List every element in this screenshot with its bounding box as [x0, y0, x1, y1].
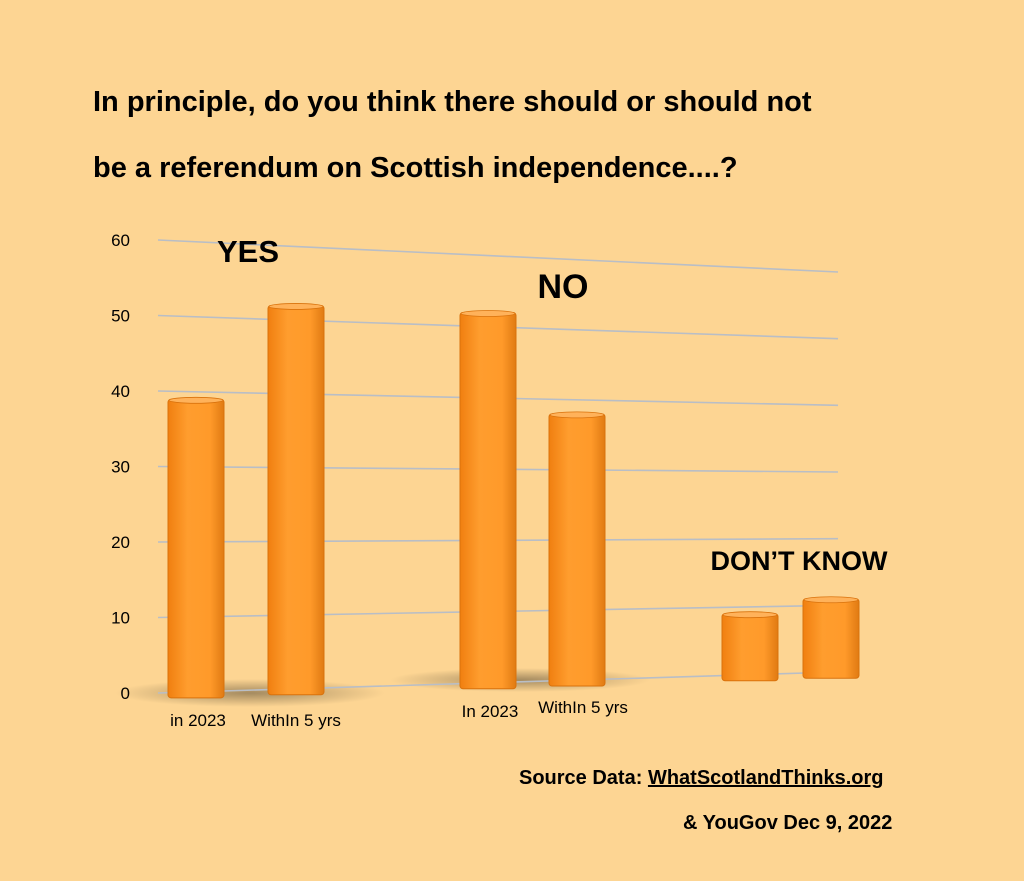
y-tick-0: 0 [121, 684, 130, 703]
bar-don-t-know-1 [721, 613, 779, 682]
x-label-no-2: WithIn 5 yrs [538, 698, 628, 717]
source-link[interactable]: WhatScotlandThinks.org [647, 767, 884, 789]
bar-yes-1 [167, 398, 225, 699]
y-tick-40: 40 [111, 382, 130, 401]
x-label-no-1: In 2023 [462, 702, 519, 721]
y-tick-20: 20 [111, 533, 130, 552]
bar-no-1 [459, 312, 517, 690]
group-label-don-t-know: DON’T KNOW [711, 546, 888, 576]
bar-cap-yes-2 [268, 303, 324, 310]
bar-shadow-2 [390, 668, 650, 692]
bar-cap-no-1 [460, 310, 516, 317]
source-line-1: Source Data: WhatScotlandThinks.org [519, 767, 884, 790]
x-label-yes-2: WithIn 5 yrs [251, 711, 341, 730]
x-label-yes-1: in 2023 [170, 711, 226, 730]
source-line-2: & YouGov Dec 9, 2022 [683, 812, 893, 834]
y-tick-50: 50 [111, 307, 130, 326]
bar-shadow-1 [115, 679, 385, 707]
bar-cap-don-t-know-2 [803, 596, 859, 604]
y-tick-30: 30 [111, 458, 130, 477]
bar-no-2 [548, 413, 606, 687]
bar-cap-yes-1 [168, 396, 224, 404]
chart-title-line-1: In principle, do you think there should … [93, 86, 812, 118]
bar-don-t-know-2 [802, 598, 860, 679]
bar-yes-2 [267, 304, 325, 696]
bar-cap-no-2 [549, 411, 605, 419]
bar-cap-don-t-know-1 [722, 611, 778, 619]
gridline-60 [157, 239, 839, 273]
group-label-yes: YES [217, 234, 279, 269]
source-prefix: Source Data: [519, 767, 643, 789]
y-tick-10: 10 [111, 609, 130, 628]
group-label-no: NO [538, 268, 589, 306]
chart-title-line-2: be a referendum on Scottish independence… [93, 152, 738, 184]
y-tick-60: 60 [111, 231, 130, 250]
